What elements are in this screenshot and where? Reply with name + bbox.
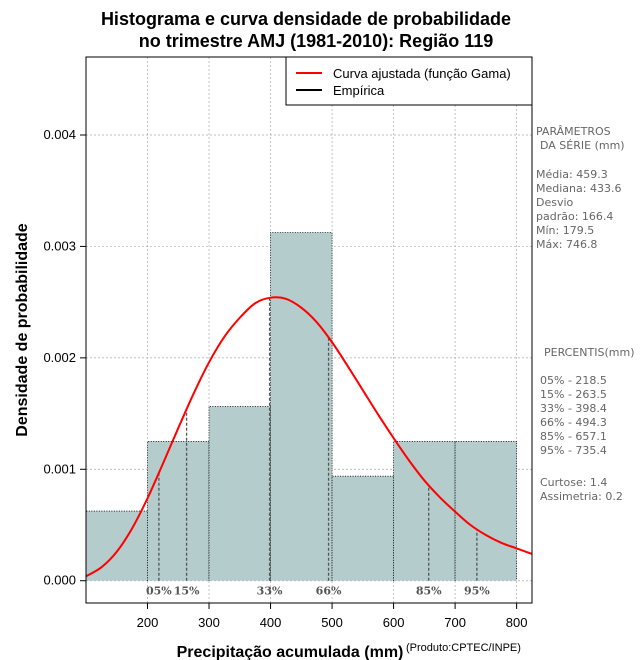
- percentil-15: 15% - 263.5: [540, 388, 607, 401]
- histogram-bar-outline: [147, 441, 210, 581]
- percentile-label: 05%: [146, 585, 172, 598]
- y-tick-label: 0.002: [43, 350, 76, 365]
- histogram-bar: [209, 406, 271, 581]
- percentis-title: PERCENTIS(mm): [544, 346, 635, 359]
- y-axis: 0.000 0.001 0.002 0.003 0.004: [43, 127, 86, 588]
- param-stddev-label: Desvio: [536, 196, 574, 209]
- x-tick-label: 300: [198, 615, 220, 630]
- histogram-bar: [147, 441, 210, 581]
- x-tick-label: 400: [260, 615, 282, 630]
- legend-curve-label: Curva ajustada (função Gama): [333, 66, 511, 81]
- legend: Curva ajustada (função Gama) Empírica: [285, 56, 533, 106]
- percentil-05: 05% - 218.5: [540, 374, 607, 387]
- percentile-label: 33%: [257, 585, 283, 598]
- legend-empirical-label: Empírica: [333, 83, 385, 98]
- histogram-bar-outline: [331, 475, 394, 581]
- y-tick-label: 0.004: [43, 127, 76, 142]
- skewness: Assimetria: 0.2: [540, 490, 623, 503]
- histogram-bar-outline: [454, 441, 518, 581]
- param-max: Máx: 746.8: [536, 238, 597, 251]
- histogram-bar-outline: [85, 510, 148, 581]
- percentil-66: 66% - 494.3: [540, 416, 607, 429]
- series-parameters-panel: PARÂMETROS DA SÉRIE (mm) Média: 459.3 Me…: [536, 125, 625, 251]
- x-tick-label: 500: [321, 615, 343, 630]
- y-tick-label: 0.003: [43, 238, 76, 253]
- params-title-line-2: DA SÉRIE (mm): [540, 139, 625, 152]
- x-tick-label: 600: [383, 615, 405, 630]
- histogram-bar: [393, 441, 456, 581]
- y-tick-label: 0.001: [43, 461, 76, 476]
- percentil-33: 33% - 398.4: [540, 402, 607, 415]
- y-tick-label: 0.000: [43, 573, 76, 588]
- param-median: Mediana: 433.6: [536, 182, 621, 195]
- chart-title-line-2: no trimestre AMJ (1981-2010): Região 119: [139, 31, 493, 51]
- x-axis-title: Precipitação acumulada (mm): [177, 644, 404, 660]
- fitted-curve-layer: [85, 296, 533, 578]
- param-stddev: padrão: 166.4: [536, 210, 613, 223]
- chart-title-line-1: Histograma e curva densidade de probabil…: [101, 9, 511, 29]
- percentile-label: 85%: [416, 585, 442, 598]
- x-tick-label: 200: [137, 615, 159, 630]
- x-tick-label: 700: [444, 615, 466, 630]
- fitted-curve: [85, 296, 533, 578]
- param-mean: Média: 459.3: [536, 168, 608, 181]
- percentile-lines: 05% 15% 33% 66% 85% 95%: [146, 298, 490, 598]
- percentil-85: 85% - 657.1: [540, 430, 607, 443]
- y-axis-title: Densidade de probabilidade: [14, 223, 31, 436]
- legend-box: [285, 56, 533, 106]
- percentile-label: 95%: [464, 585, 490, 598]
- params-title-line-1: PARÂMETROS: [536, 125, 611, 138]
- percentil-95: 95% - 735.4: [540, 444, 607, 457]
- kurtosis: Curtose: 1.4: [540, 476, 607, 489]
- credit-text: (Produto:CPTEC/INPE): [406, 642, 521, 654]
- histogram-bar: [455, 441, 517, 581]
- histogram-bar: [332, 476, 394, 581]
- percentile-label: 15%: [174, 585, 200, 598]
- histogram-bar: [270, 232, 333, 581]
- histogram-bar: [86, 511, 148, 581]
- histogram-bars: [85, 232, 518, 581]
- param-min: Mín: 179.5: [536, 224, 594, 237]
- percentile-label: 66%: [316, 585, 342, 598]
- x-tick-label: 800: [506, 615, 528, 630]
- percentiles-panel: PERCENTIS(mm) 05% - 218.5 15% - 263.5 33…: [540, 346, 635, 503]
- x-axis: 200 300 400 500 600 700 800: [137, 603, 528, 630]
